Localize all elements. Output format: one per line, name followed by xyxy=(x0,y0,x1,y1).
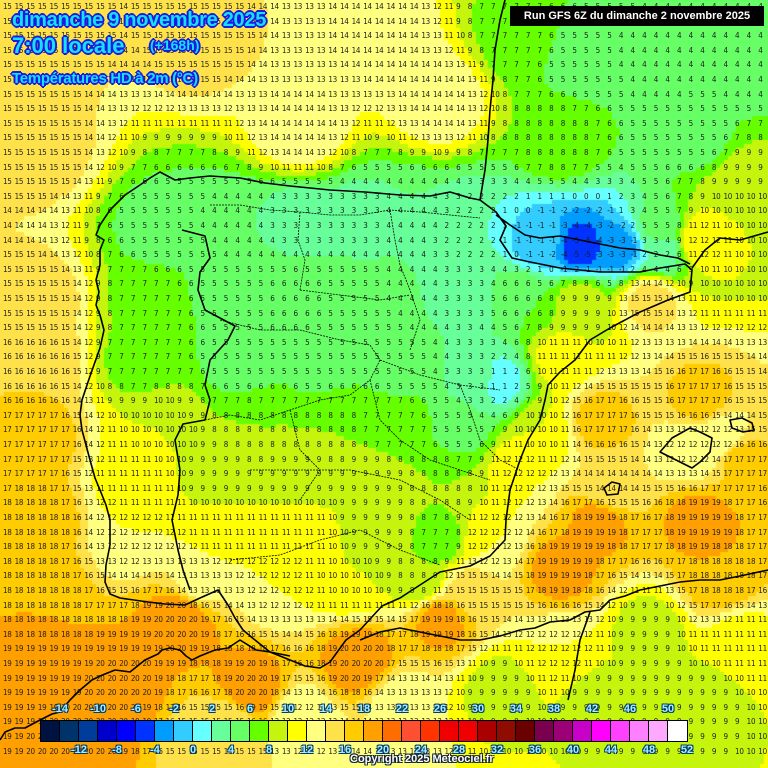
temperature-field xyxy=(0,0,768,768)
colorbar-tick-label: 30 xyxy=(472,703,484,715)
weather-map: 15 15 15 15 15 15 15 15 15 15 14 15 15 15 15 15 15 15 15 15… xyxy=(0,0,768,768)
colorbar-tick-label: 36 xyxy=(529,744,541,756)
forecast-date: dimanche 9 novembre 2025 xyxy=(12,9,266,32)
colorbar-swatch xyxy=(60,721,79,741)
colorbar-tick-label: 12 xyxy=(301,744,313,756)
colorbar-swatch xyxy=(326,721,345,741)
colorbar-tick-label: -2 xyxy=(169,703,179,715)
model-run-label: Run GFS 6Z du dimanche 2 novembre 2025 xyxy=(510,6,764,26)
colorbar-swatch xyxy=(288,721,307,741)
colorbar-swatch xyxy=(79,721,98,741)
colorbar-tick-label: -8 xyxy=(112,744,122,756)
colorbar-swatch xyxy=(364,721,383,741)
colorbar-swatch xyxy=(649,721,668,741)
variable-title: Températures HD à 2m (°C) xyxy=(12,70,198,87)
colorbar-swatch xyxy=(478,721,497,741)
colorbar-swatch xyxy=(611,721,630,741)
forecast-time: 7:00 locale xyxy=(12,33,125,59)
colorbar-swatch xyxy=(174,721,193,741)
colorbar-swatch xyxy=(497,721,516,741)
colorbar-tick-label: 38 xyxy=(548,703,560,715)
colorbar-tick-label: 52 xyxy=(681,744,693,756)
colorbar-tick-label: 8 xyxy=(266,744,272,756)
colorbar-tick-label: -4 xyxy=(150,744,160,756)
colorbar-swatch xyxy=(459,721,478,741)
colorbar-swatch xyxy=(136,721,155,741)
colorbar-swatch xyxy=(630,721,649,741)
colorbar-swatch xyxy=(592,721,611,741)
colorbar-tick-label: 48 xyxy=(643,744,655,756)
colorbar-swatch xyxy=(573,721,592,741)
colorbar-tick-label: 46 xyxy=(624,703,636,715)
colorbar-swatch xyxy=(440,721,459,741)
colorbar-tick-label: 40 xyxy=(567,744,579,756)
colorbar-swatch xyxy=(345,721,364,741)
copyright-label: Copyright 2025 Meteociel.fr xyxy=(350,753,494,765)
colorbar-swatch xyxy=(383,721,402,741)
colorbar-swatch xyxy=(155,721,174,741)
colorbar-swatch xyxy=(554,721,573,741)
colorbar-tick-label: -14 xyxy=(52,703,68,715)
colorbar-tick-label: 50 xyxy=(662,703,674,715)
colorbar-tick-label: 18 xyxy=(358,703,370,715)
colorbar-tick-label: -12 xyxy=(71,744,87,756)
colorbar-swatch xyxy=(269,721,288,741)
colorbar-swatch xyxy=(307,721,326,741)
colorbar-tick-label: -6 xyxy=(131,703,141,715)
colorbar-legend xyxy=(40,720,688,742)
colorbar-swatch xyxy=(535,721,554,741)
colorbar-swatch xyxy=(402,721,421,741)
colorbar-tick-label: 4 xyxy=(228,744,234,756)
forecast-lead-time: (+168h) xyxy=(150,37,199,53)
colorbar-swatch xyxy=(212,721,231,741)
colorbar-tick-label: -10 xyxy=(90,703,106,715)
colorbar-swatch xyxy=(250,721,269,741)
colorbar-tick-label: 6 xyxy=(247,703,253,715)
colorbar-tick-label: 34 xyxy=(510,703,522,715)
colorbar-swatch xyxy=(668,721,687,741)
colorbar-swatch xyxy=(421,721,440,741)
colorbar-swatch xyxy=(41,721,60,741)
colorbar-tick-label: 0 xyxy=(190,744,196,756)
colorbar-tick-label: 14 xyxy=(320,703,332,715)
colorbar-swatch xyxy=(231,721,250,741)
colorbar-swatch xyxy=(98,721,117,741)
colorbar-tick-label: 2 xyxy=(209,703,215,715)
colorbar-tick-label: 42 xyxy=(586,703,598,715)
colorbar-swatch xyxy=(193,721,212,741)
colorbar-tick-label: 22 xyxy=(396,703,408,715)
colorbar-tick-label: 44 xyxy=(605,744,617,756)
colorbar-swatch xyxy=(117,721,136,741)
colorbar-swatch xyxy=(516,721,535,741)
colorbar-tick-label: 26 xyxy=(434,703,446,715)
colorbar-tick-label: 10 xyxy=(282,703,294,715)
